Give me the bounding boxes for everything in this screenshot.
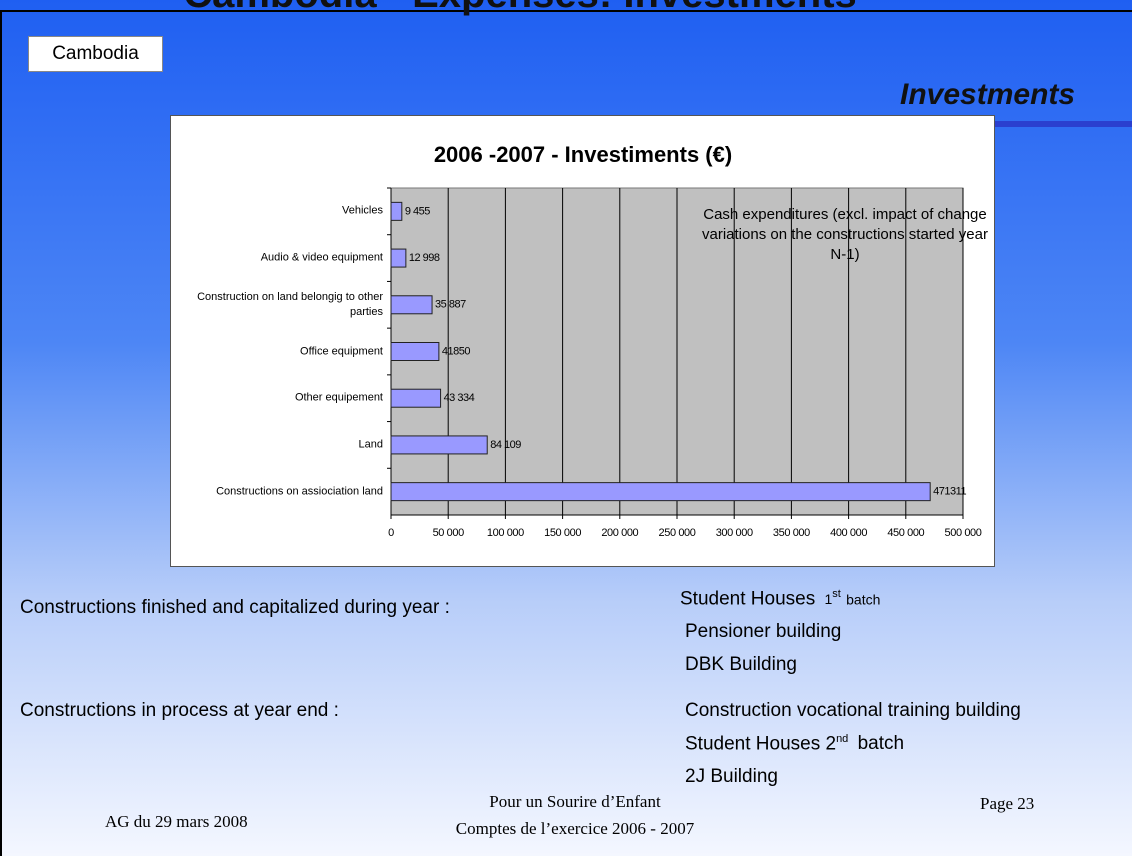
value-label: 43 334	[444, 392, 475, 404]
x-tick-label: 400 000	[830, 527, 867, 539]
item-text: DBK Building	[685, 654, 797, 675]
y-tick-label: Land	[358, 438, 383, 451]
bar	[390, 295, 433, 315]
tag: Cambodia	[28, 36, 163, 72]
item-num: 1	[824, 591, 833, 608]
item-text: Construction vocational training buildin…	[685, 700, 1021, 721]
value-label: 471311	[933, 486, 966, 498]
value-label: 41850	[442, 345, 470, 357]
x-tick-label: 250 000	[659, 527, 696, 539]
value-label: 9 455	[405, 205, 430, 217]
item-rest: batch	[846, 591, 881, 608]
chart-title: 2006 -2007 - Investiments (€)	[434, 142, 732, 167]
finished-label: Constructions finished and capitalized d…	[20, 597, 450, 618]
value-label: 12 998	[409, 252, 440, 264]
footer-center-1: Pour un Sourire d’Enfant	[489, 792, 661, 811]
x-tick-label: 100 000	[487, 527, 524, 539]
y-tick-label: Office equipment	[300, 345, 383, 357]
bar	[390, 201, 403, 221]
bar	[390, 435, 488, 455]
y-tick-label: Construction on land belongig to other p…	[197, 290, 383, 318]
annotation: Cash expenditures (excl. impact of chang…	[702, 206, 988, 263]
y-tick-label: Constructions on assiociation land	[216, 485, 383, 498]
list-item: Construction vocational training buildin…	[685, 700, 1021, 722]
list-item: DBK Building	[685, 654, 797, 676]
item-num: 2	[825, 733, 837, 755]
item-text: Student Houses	[680, 588, 816, 610]
footer-center-2: Comptes de l’exercice 2006 - 2007	[455, 819, 695, 838]
bar	[390, 342, 440, 361]
y-tick-label: Other equipement	[294, 391, 383, 404]
value-label: 84 109	[490, 439, 521, 451]
list-item: Student Houses 2nd batch	[685, 733, 904, 755]
y-tick-label: Audio & video equipment	[260, 251, 383, 264]
footer-right: Page 23	[980, 794, 1035, 813]
y-tick-label: Vehicles	[342, 204, 383, 217]
list-item: Pensioner building	[685, 621, 841, 643]
item-text: Student Houses	[685, 733, 821, 755]
value-label: 35 887	[435, 299, 466, 311]
item-text: 2J Building	[685, 766, 778, 787]
bar	[390, 388, 442, 408]
slide-frame	[0, 10, 1132, 856]
item-sup: st	[832, 588, 841, 600]
x-tick-label: 500 000	[945, 527, 982, 539]
list-item: 2J Building	[685, 766, 778, 788]
footer-left: AG du 29 mars 2008	[105, 812, 248, 831]
item-text: Pensioner building	[685, 621, 842, 642]
x-tick-label: 300 000	[716, 527, 753, 539]
item-sup: nd	[836, 733, 849, 745]
x-tick-label: 450 000	[887, 527, 924, 539]
bar	[390, 482, 931, 502]
slide-title: Cambodia - Expenses: Investments	[0, 0, 1040, 17]
x-tick-label: 0	[388, 527, 394, 539]
section-title: Investments	[900, 78, 1076, 111]
x-tick-label: 200 000	[601, 527, 638, 539]
x-tick-label: 150 000	[544, 527, 581, 539]
bar	[390, 248, 407, 268]
in-process-label: Constructions in process at year end :	[20, 700, 339, 721]
list-item: Student Houses 1st batch	[680, 588, 880, 610]
x-tick-label: 50 000	[433, 527, 465, 539]
accent-bar	[995, 121, 1132, 127]
item-rest: batch	[857, 733, 905, 755]
x-tick-label: 350 000	[773, 527, 810, 539]
